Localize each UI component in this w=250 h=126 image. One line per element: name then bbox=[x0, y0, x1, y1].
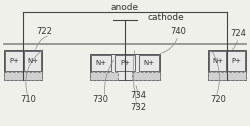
FancyArrowPatch shape bbox=[104, 60, 114, 94]
Bar bbox=[209, 51, 226, 71]
Bar bbox=[90, 72, 118, 80]
Text: 730: 730 bbox=[92, 96, 108, 104]
Text: 734: 734 bbox=[130, 90, 146, 100]
Text: N+: N+ bbox=[96, 60, 106, 66]
Bar bbox=[139, 55, 159, 71]
Bar bbox=[91, 55, 111, 71]
Bar bbox=[24, 51, 41, 71]
Text: N+: N+ bbox=[27, 58, 38, 64]
FancyArrowPatch shape bbox=[212, 50, 220, 94]
Text: 740: 740 bbox=[170, 27, 186, 37]
Bar bbox=[208, 50, 246, 80]
Text: 720: 720 bbox=[210, 96, 226, 104]
Bar bbox=[208, 72, 246, 80]
Text: 732: 732 bbox=[130, 102, 146, 112]
Text: anode: anode bbox=[111, 3, 139, 11]
Text: 722: 722 bbox=[36, 27, 52, 37]
FancyArrowPatch shape bbox=[133, 51, 137, 107]
Bar bbox=[4, 50, 42, 80]
FancyArrowPatch shape bbox=[161, 39, 177, 53]
Bar bbox=[132, 72, 160, 80]
Text: N+: N+ bbox=[212, 58, 223, 64]
Bar bbox=[5, 51, 23, 71]
Text: P+: P+ bbox=[231, 58, 241, 64]
Text: 710: 710 bbox=[20, 96, 36, 104]
FancyArrowPatch shape bbox=[136, 86, 138, 95]
Bar bbox=[115, 55, 135, 71]
FancyArrowPatch shape bbox=[232, 41, 237, 50]
Text: P+: P+ bbox=[120, 60, 130, 66]
Bar bbox=[90, 54, 160, 80]
Text: 724: 724 bbox=[230, 29, 246, 39]
Bar bbox=[4, 72, 42, 80]
Bar bbox=[227, 51, 245, 71]
FancyArrowPatch shape bbox=[26, 50, 43, 94]
Text: P+: P+ bbox=[9, 58, 19, 64]
Text: cathode: cathode bbox=[148, 13, 185, 23]
Text: N+: N+ bbox=[144, 60, 154, 66]
FancyArrowPatch shape bbox=[36, 36, 48, 49]
